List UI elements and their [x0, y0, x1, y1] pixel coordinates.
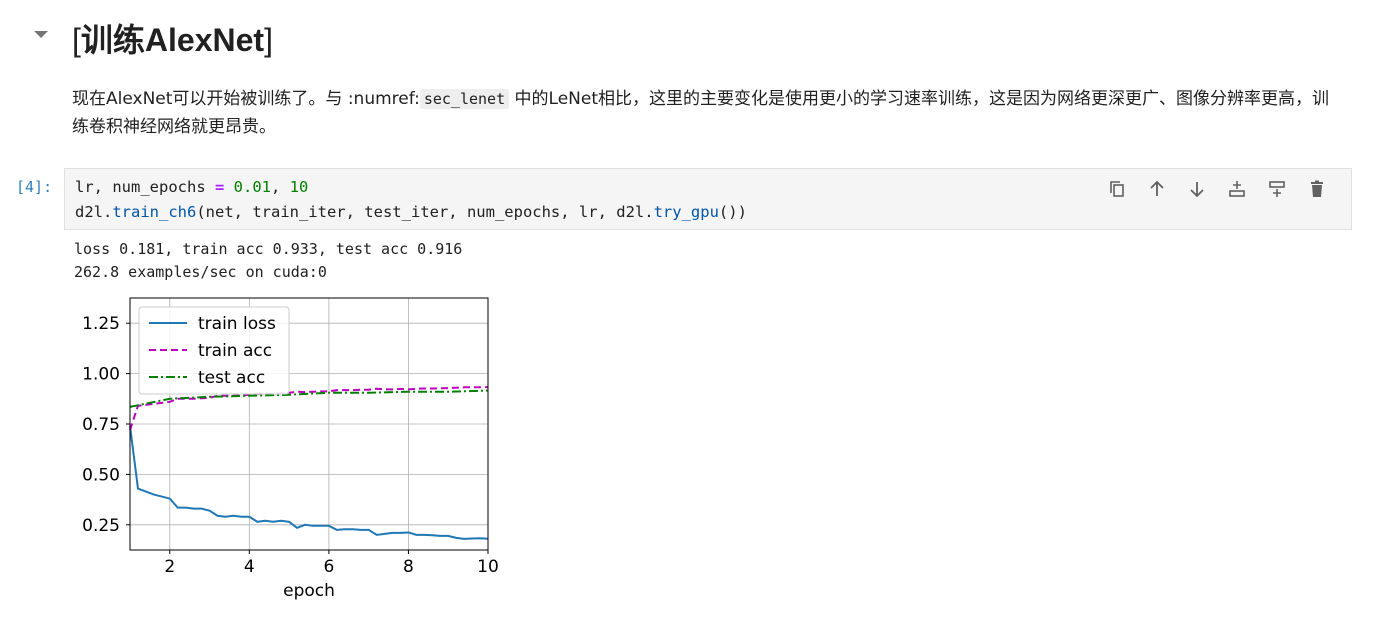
cell-prompt: [4]: — [16, 178, 53, 196]
code-number: 0.01 — [233, 178, 271, 196]
markdown-paragraph: 现在AlexNet可以开始被训练了。与 :numref: sec_lenet 中的… — [72, 85, 1332, 141]
code-token: , — [271, 178, 290, 196]
training-chart: 2 4 6 8 10 0.25 0.50 0.75 1.00 1.25 epoch train los… — [82, 297, 499, 601]
inline-code-ref: sec_lenet — [419, 89, 510, 109]
section-heading: [训练AlexNet] — [72, 16, 273, 64]
cell-output-text: loss 0.181, train acc 0.933, test acc 0.… — [74, 238, 462, 284]
heading-title: 训练AlexNet — [80, 22, 265, 58]
code-cell-editor[interactable]: lr, num_epochs = 0.01, 10 d2l.train_ch6(… — [64, 168, 1352, 230]
code-token: ()) — [718, 203, 747, 221]
insert-above-icon — [1229, 181, 1245, 197]
heading-close-bracket: ] — [264, 22, 273, 58]
code-text[interactable]: lr, num_epochs = 0.01, 10 d2l.train_ch6(… — [75, 175, 747, 225]
copy-icon — [1110, 181, 1124, 197]
code-token — [224, 178, 233, 196]
duplicate-cell-button[interactable] — [1097, 177, 1137, 201]
move-down-icon — [1190, 182, 1204, 198]
move-up-icon — [1150, 180, 1164, 196]
x-tick-label: 10 — [477, 557, 499, 577]
x-tick-label: 8 — [403, 557, 414, 577]
legend-box — [138, 306, 290, 395]
code-number: 10 — [289, 178, 309, 196]
code-function: train_ch6 — [112, 203, 197, 221]
insert-below-button[interactable] — [1257, 177, 1297, 201]
x-axis-label: epoch — [283, 581, 335, 601]
x-tick-label: 6 — [323, 557, 334, 577]
move-down-button[interactable] — [1177, 177, 1217, 201]
insert-above-button[interactable] — [1217, 177, 1257, 201]
code-token: lr, num_epochs — [75, 178, 215, 196]
x-tick-label: 4 — [244, 557, 255, 577]
delete-cell-button[interactable] — [1297, 177, 1337, 201]
y-tick-label: 0.25 — [82, 516, 120, 536]
x-tick-label: 2 — [164, 557, 175, 577]
legend-label-1: train acc — [198, 341, 272, 361]
collapse-heading-icon[interactable] — [34, 31, 48, 38]
paragraph-text-1: 现在AlexNet可以开始被训练了。与 :numref: — [72, 89, 420, 109]
output-line-1: loss 0.181, train acc 0.933, test acc 0.… — [74, 240, 463, 258]
code-token: (net, train_iter, test_iter, num_epochs,… — [196, 203, 654, 221]
legend-label-2: test acc — [198, 368, 265, 388]
legend-label-0: train loss — [198, 314, 276, 334]
series-line-0 — [129, 425, 489, 540]
insert-below-icon — [1269, 181, 1285, 197]
paragraph-text-2: 中的LeNet相比，这里的主要变化是使用更小的学习速率训练，这是因为网络更深更广… — [72, 89, 1329, 137]
cell-toolbar — [1097, 177, 1337, 201]
code-function: try_gpu — [653, 203, 719, 221]
heading-open-bracket: [ — [72, 22, 81, 58]
output-line-2: 262.8 examples/sec on cuda:0 — [74, 263, 327, 281]
y-tick-label: 0.50 — [82, 465, 120, 485]
code-token: d2l. — [75, 203, 113, 221]
delete-icon — [1311, 180, 1323, 197]
series-line-1 — [129, 386, 489, 431]
code-operator: = — [214, 178, 225, 196]
y-tick-label: 1.00 — [82, 365, 120, 385]
y-tick-label: 0.75 — [82, 415, 120, 435]
y-tick-label: 1.25 — [82, 314, 120, 334]
move-up-button[interactable] — [1137, 177, 1177, 201]
